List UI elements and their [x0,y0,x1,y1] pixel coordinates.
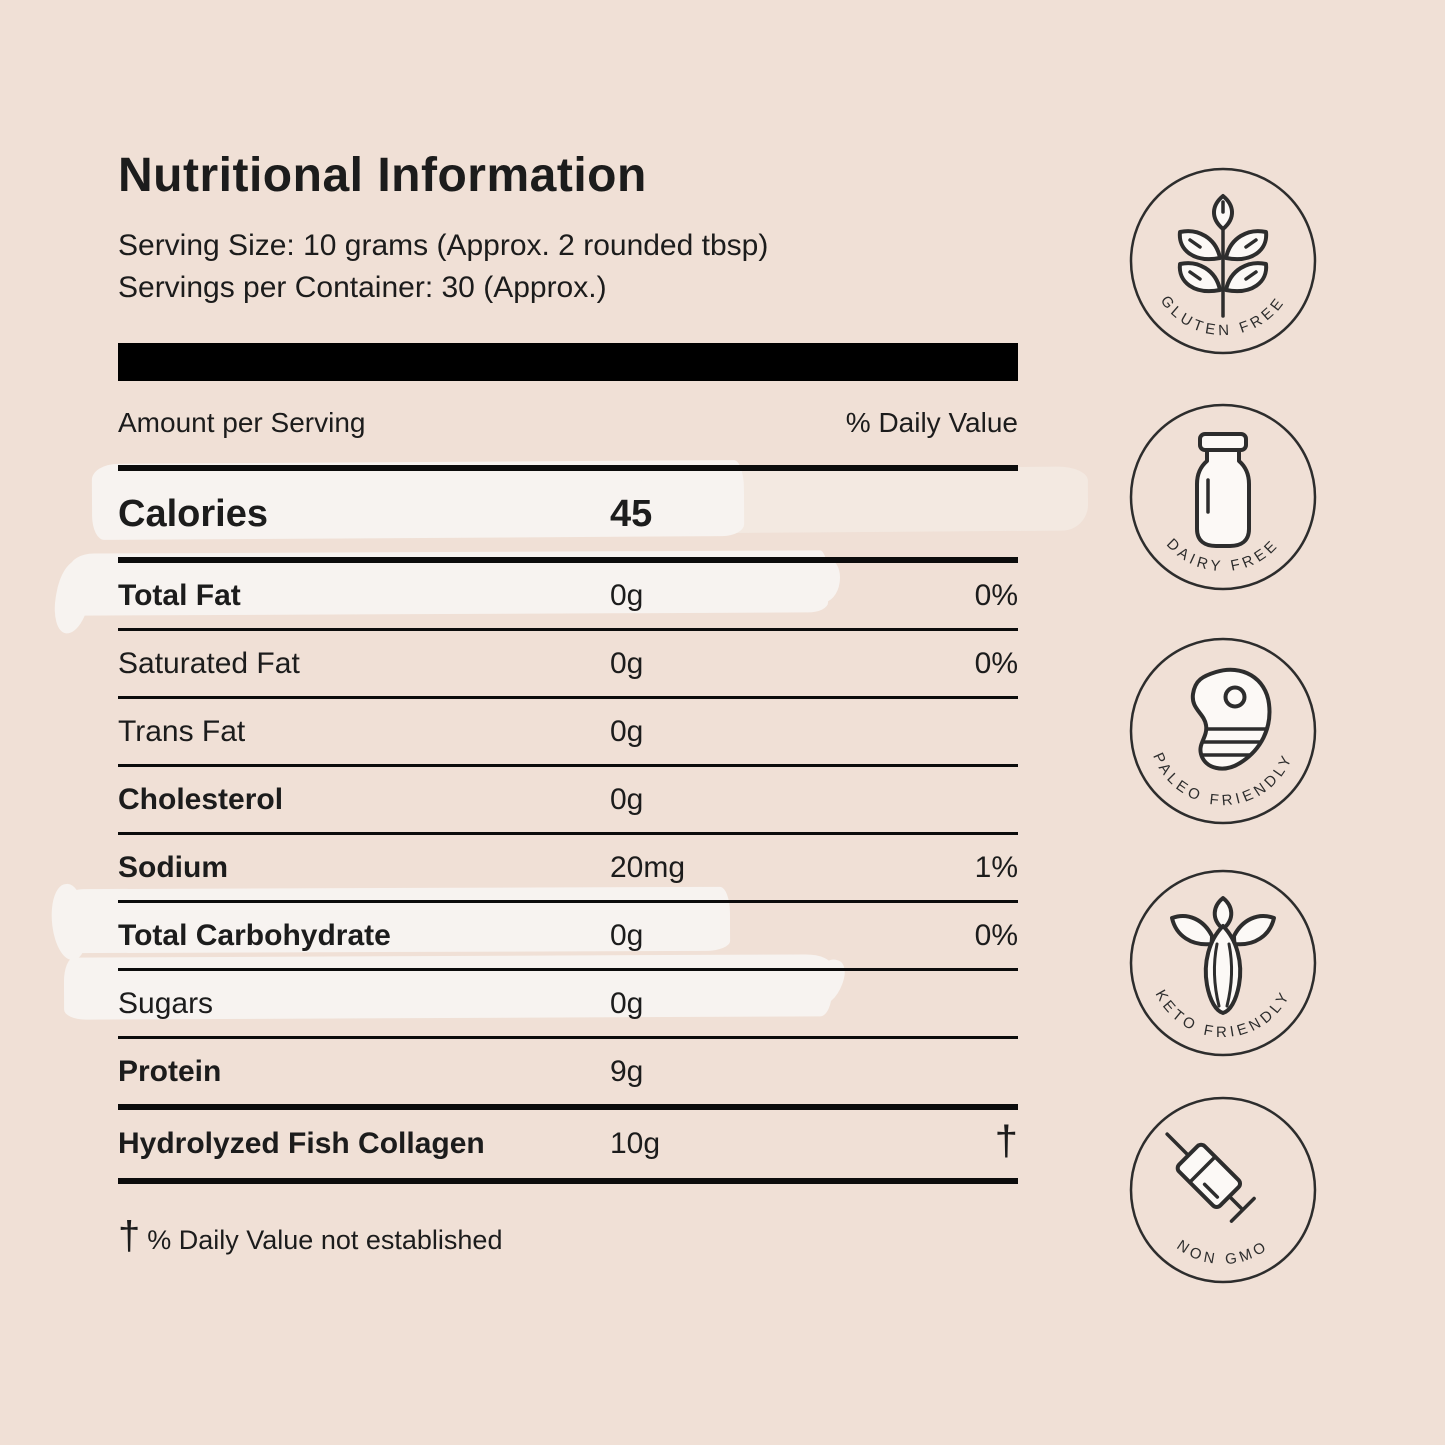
black-divider-bar [118,343,1018,381]
rule [118,1104,1018,1110]
row-hydrolyzed-fish-collagen: Hydrolyzed Fish Collagen 10g † [118,1110,1018,1178]
row-daily-value: 0% [974,918,1018,952]
row-value: 20mg [610,850,686,884]
row-label: Hydrolyzed Fish Collagen [118,1127,485,1160]
row-protein: Protein 9g [118,1039,1018,1104]
row-value: 45 [610,492,653,535]
nutrition-panel: Nutritional Information Serving Size: 10… [118,148,1018,1256]
page-title: Nutritional Information [118,149,647,202]
row-sugars: Sugars 0g [118,971,1018,1036]
footnote: † % Daily Value not established [118,1216,1018,1256]
rule [118,900,1018,903]
badge-dairy-free: DAIRY FREE [1128,402,1318,592]
column-header-amount: Amount per Serving [118,407,366,438]
row-daily-value: 0% [974,578,1018,612]
milk-bottle-icon [1195,432,1251,548]
badge-label: NON GMO [1174,1237,1273,1269]
brush-dab-total-fat [50,557,96,637]
row-label: Cholesterol [118,782,284,816]
badge-keto-friendly: KETO FRIENDLY [1128,868,1318,1058]
servings-per-container-text: Servings per Container: 30 (Approx.) [118,271,607,304]
wheat-icon [1177,194,1269,318]
rule [118,628,1018,631]
row-label: Sugars [118,986,214,1020]
row-value: 0g [610,578,644,612]
rule [118,1036,1018,1039]
column-header-daily-value: % Daily Value [845,407,1018,438]
rule [118,832,1018,835]
row-label: Sodium [118,850,228,884]
rule [118,696,1018,699]
dagger-symbol: † [994,1117,1018,1164]
row-label: Protein [118,1054,222,1088]
row-value: 0g [610,986,644,1020]
rule [118,1178,1018,1184]
row-label: Total Fat [118,578,241,612]
footnote-text: % Daily Value not established [147,1225,503,1255]
row-saturated-fat: Saturated Fat 0g 0% [118,631,1018,696]
badge-paleo-friendly: PALEO FRIENDLY [1128,636,1318,826]
row-value: 0g [610,714,644,748]
row-value: 10g [610,1127,661,1160]
serving-size-text: Serving Size: 10 grams (Approx. 2 rounde… [118,229,769,262]
row-label: Trans Fat [118,714,246,748]
badge-non-gmo: NON GMO [1128,1095,1318,1285]
row-value: 0g [610,782,644,816]
steak-icon [1190,667,1272,771]
row-value: 0g [610,918,644,952]
row-calories: Calories 45 [118,471,1018,557]
syringe-icon [1165,1132,1256,1223]
row-value: 0g [610,646,644,680]
row-total-carbohydrate: Total Carbohydrate 0g 0% [118,903,1018,968]
rule [118,968,1018,971]
table-header-row: Amount per Serving % Daily Value [118,381,1018,465]
row-cholesterol: Cholesterol 0g [118,767,1018,832]
rule [118,764,1018,767]
dagger-symbol: † [118,1214,141,1258]
row-sodium: Sodium 20mg 1% [118,835,1018,900]
row-daily-value: 0% [974,646,1018,680]
row-total-fat: Total Fat 0g 0% [118,563,1018,628]
row-daily-value: 1% [974,850,1018,884]
row-label: Calories [118,492,268,535]
rule [118,465,1018,471]
badge-gluten-free: GLUTEN FREE [1128,166,1318,356]
row-value: 9g [610,1054,644,1088]
row-label: Total Carbohydrate [118,918,391,952]
row-label: Saturated Fat [118,646,300,680]
seed-pod-icon [1170,896,1276,1015]
rule [118,557,1018,563]
row-trans-fat: Trans Fat 0g [118,699,1018,764]
